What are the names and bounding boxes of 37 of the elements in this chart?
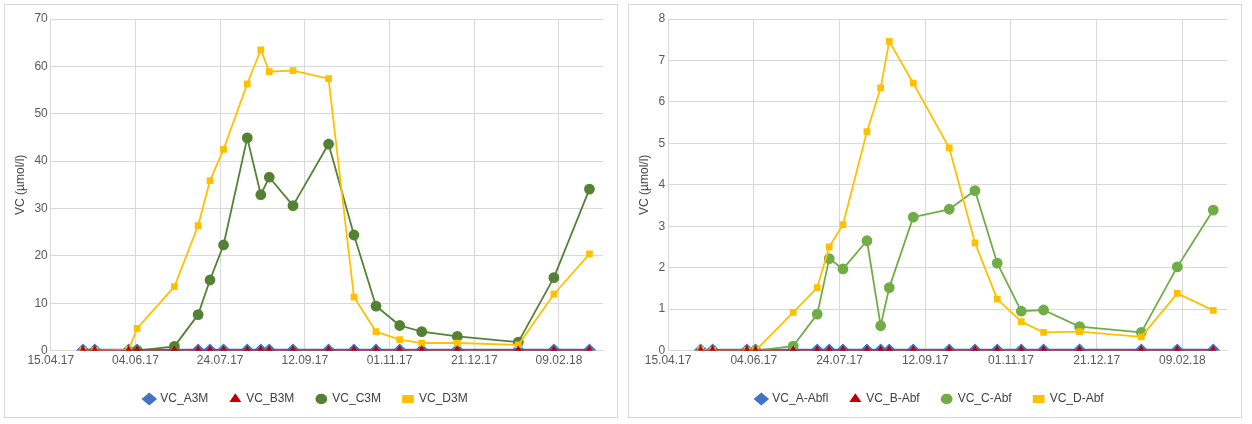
y-tick-label: 10 [34, 295, 49, 310]
x-tick-label: 09.02.18 [535, 353, 583, 368]
legend-label: VC_A-Abfl [772, 391, 829, 406]
y-tick-label: 30 [34, 200, 49, 215]
y-tick-label: 50 [34, 106, 49, 121]
legend-label: VC_D-Abf [1049, 391, 1105, 406]
y-tick-label: 5 [658, 135, 666, 150]
y-tick-label: 1 [658, 301, 666, 316]
y-tick-label: 40 [34, 153, 49, 168]
legend-label: VC_B-Abf [866, 391, 921, 406]
x-tick-label: 01.11.17 [988, 353, 1035, 368]
x-tick-label: 24.07.17 [816, 353, 864, 368]
legend-label: VC_D3M [419, 391, 468, 406]
y-tick-label: 8 [658, 11, 666, 26]
y-tick-label: 70 [34, 11, 49, 26]
legend-label: VC_C3M [332, 391, 382, 406]
x-tick-label: 24.07.17 [196, 353, 244, 368]
y-tick-label: 7 [658, 52, 666, 67]
legend-label: VC_B3M [246, 391, 295, 406]
y-tick-label: 60 [34, 58, 49, 73]
x-tick-label: 21.12.17 [450, 353, 498, 368]
y-tick-label: 3 [658, 218, 666, 233]
y-tick-label: 2 [658, 260, 666, 275]
x-tick-label: 12.09.17 [281, 353, 329, 368]
y-tick-label: 4 [658, 177, 666, 192]
x-tick-label: 04.06.17 [730, 353, 778, 368]
y-axis-title: VC (µmol/l) [636, 154, 651, 215]
x-tick-label: 21.12.17 [1073, 353, 1121, 368]
x-tick-label: 04.06.17 [112, 353, 160, 368]
x-tick-label: 12.09.17 [901, 353, 949, 368]
legend-label: VC_C-Abf [957, 391, 1013, 406]
y-tick-label: 6 [658, 94, 666, 109]
x-tick-label: 01.11.17 [366, 353, 413, 368]
y-axis-title: VC (µmol/l) [12, 154, 27, 215]
legend-label: VC_A3M [160, 391, 209, 406]
x-tick-label: 09.02.18 [1159, 353, 1207, 368]
y-tick-label: 20 [34, 248, 49, 263]
